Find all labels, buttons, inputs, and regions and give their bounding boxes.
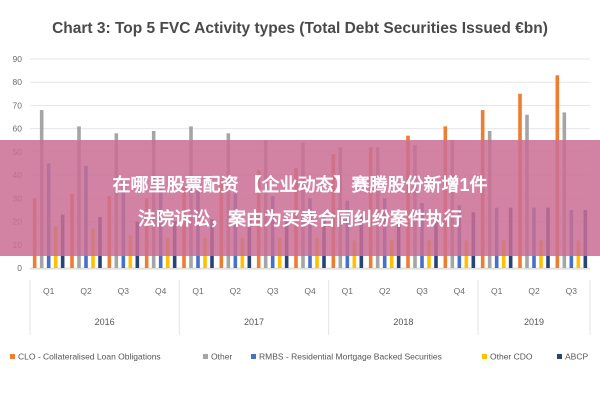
x-tick-label: Q1 [491, 286, 503, 296]
y-tick-label: 0 [17, 263, 22, 273]
year-label: 2017 [244, 317, 264, 327]
x-tick-label: Q2 [528, 286, 540, 296]
x-tick-label: Q1 [342, 286, 354, 296]
legend-label: Other [211, 352, 232, 362]
x-tick-label: Q4 [155, 286, 167, 296]
overlay-line-2: 法院诉讼，案由为买卖合同纠纷案件执行 [138, 208, 462, 229]
legend-swatch [251, 354, 256, 359]
year-label: 2018 [393, 317, 413, 327]
legend: CLO - Collateralised Loan Obligations Oth… [10, 352, 588, 362]
x-tick-label: Q4 [304, 286, 316, 296]
y-tick-label: 60 [13, 124, 23, 134]
x-tick-label: Q3 [566, 286, 578, 296]
legend-swatch [482, 354, 487, 359]
x-tick-label: Q1 [192, 286, 204, 296]
legend-swatch [203, 354, 208, 359]
chart-title: Chart 3: Top 5 FVC Activity types (Total… [52, 20, 548, 37]
overlay-line-1: 在哪里股票配资 【企业动态】赛腾股份新增1件 [112, 174, 487, 195]
x-tick-label: Q4 [454, 286, 466, 296]
overlay-banner: 在哪里股票配资 【企业动态】赛腾股份新增1件 法院诉讼，案由为买卖合同纠纷案件执… [0, 140, 600, 256]
legend-swatch [10, 354, 15, 359]
overlay-band [0, 140, 600, 256]
x-tick-label: Q1 [43, 286, 55, 296]
year-groups: 2016 2017 2018 2019 [29, 280, 591, 335]
x-tick-label: Q2 [230, 286, 242, 296]
x-tick-label: Q2 [379, 286, 391, 296]
y-tick-label: 70 [13, 100, 23, 110]
year-label: 2016 [95, 317, 115, 327]
x-axis-ticks: Q1 Q2 Q3 Q4 Q1 Q2 Q3 Q4 Q1 Q2 Q3 Q4 Q1 Q2 Q3 [30, 268, 590, 296]
y-tick-label: 90 [13, 54, 23, 64]
x-tick-label: Q3 [267, 286, 279, 296]
x-tick-label: Q3 [416, 286, 428, 296]
legend-label: ABCP [565, 352, 588, 362]
legend-label: RMBS - Residential Mortgage Backed Secur… [259, 352, 442, 362]
year-label: 2019 [524, 317, 544, 327]
legend-label: CLO - Collateralised Loan Obligations [18, 352, 161, 362]
x-tick-label: Q3 [118, 286, 130, 296]
legend-label: Other CDO [490, 352, 533, 362]
legend-swatch [557, 354, 562, 359]
x-tick-label: Q2 [80, 286, 92, 296]
y-tick-label: 80 [13, 77, 23, 87]
